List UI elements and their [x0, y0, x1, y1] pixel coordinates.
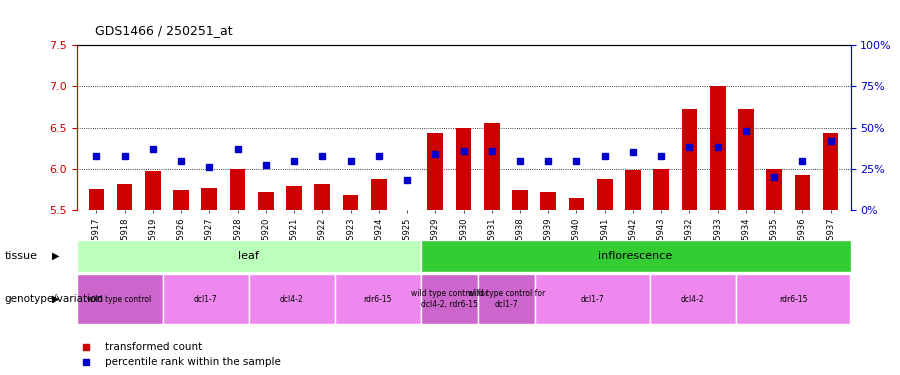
Bar [650, 274, 736, 324]
Text: wild type control for
dcl4-2, rdr6-15: wild type control for dcl4-2, rdr6-15 [410, 290, 488, 309]
Bar [230, 169, 246, 210]
Bar [343, 195, 358, 210]
Bar [681, 110, 698, 210]
Bar [736, 274, 850, 324]
Bar [258, 192, 274, 210]
Text: leaf: leaf [238, 251, 259, 261]
Bar [512, 190, 527, 210]
Bar [335, 274, 420, 324]
Bar [248, 274, 335, 324]
Text: dcl4-2: dcl4-2 [681, 295, 705, 304]
Bar [478, 274, 536, 324]
Text: genotype/variation: genotype/variation [4, 294, 104, 304]
Bar [738, 110, 754, 210]
Bar [626, 170, 641, 210]
Bar [597, 180, 613, 210]
Text: percentile rank within the sample: percentile rank within the sample [105, 357, 281, 367]
Bar [823, 133, 839, 210]
Bar [653, 169, 669, 210]
Text: rdr6-15: rdr6-15 [364, 295, 392, 304]
Text: ▶: ▶ [52, 251, 59, 261]
Bar [569, 198, 584, 210]
Bar [173, 190, 189, 210]
Text: wild type control: wild type control [87, 295, 151, 304]
Bar [163, 274, 248, 324]
Bar [202, 188, 217, 210]
Bar [710, 86, 725, 210]
Text: dcl1-7: dcl1-7 [580, 295, 604, 304]
Bar [541, 192, 556, 210]
Bar [145, 171, 160, 210]
Bar [795, 176, 810, 210]
Text: GDS1466 / 250251_at: GDS1466 / 250251_at [94, 24, 232, 38]
Bar [314, 184, 330, 210]
Bar [400, 210, 415, 212]
Bar [88, 189, 104, 210]
Text: transformed count: transformed count [105, 342, 202, 352]
Text: wild type control for
dcl1-7: wild type control for dcl1-7 [468, 290, 545, 309]
Bar [767, 169, 782, 210]
Bar [420, 274, 478, 324]
Text: rdr6-15: rdr6-15 [778, 295, 807, 304]
Bar [117, 184, 132, 210]
Bar [484, 123, 500, 210]
Text: ▶: ▶ [52, 294, 59, 304]
Bar [428, 133, 443, 210]
Text: inflorescence: inflorescence [598, 251, 672, 261]
Text: tissue: tissue [4, 251, 38, 261]
Bar [76, 274, 163, 324]
Bar [371, 180, 386, 210]
Bar [455, 128, 472, 210]
Bar [286, 186, 302, 210]
Bar [76, 240, 420, 272]
Text: dcl1-7: dcl1-7 [194, 295, 217, 304]
Bar [420, 240, 850, 272]
Bar [536, 274, 650, 324]
Text: dcl4-2: dcl4-2 [280, 295, 303, 304]
